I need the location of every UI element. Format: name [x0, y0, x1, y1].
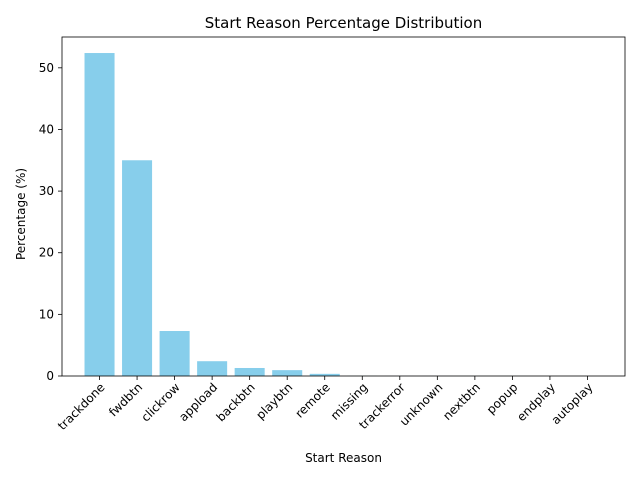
x-tick-label: trackdone	[55, 380, 108, 433]
y-axis-label: Percentage (%)	[14, 168, 28, 260]
x-tick-label: popup	[484, 380, 521, 417]
chart-title: Start Reason Percentage Distribution	[205, 14, 483, 32]
x-tick-label: playbtn	[253, 380, 295, 422]
x-tick-label: autoplay	[549, 380, 596, 427]
x-tick-label: clickrow	[138, 380, 182, 424]
y-tick-label: 50	[39, 61, 54, 75]
y-tick-label: 30	[39, 184, 54, 198]
bar-clickrow	[160, 331, 190, 376]
bar-backbtn	[235, 368, 265, 376]
bar-appload	[197, 361, 227, 376]
y-tick-label: 0	[46, 369, 54, 383]
bars-layer	[85, 53, 603, 376]
bar-trackdone	[85, 53, 115, 376]
bar-playbtn	[272, 370, 302, 376]
x-axis-label: Start Reason	[305, 451, 382, 465]
x-tick-label: backbtn	[214, 380, 258, 424]
y-tick-label: 20	[39, 246, 54, 260]
x-tick-label: nextbtn	[440, 380, 483, 423]
x-tick-label: appload	[176, 380, 220, 424]
bar-fwdbtn	[122, 160, 152, 376]
y-tick-label: 40	[39, 122, 54, 136]
y-tick-label: 10	[39, 307, 54, 321]
x-tick-label: remote	[292, 380, 332, 420]
